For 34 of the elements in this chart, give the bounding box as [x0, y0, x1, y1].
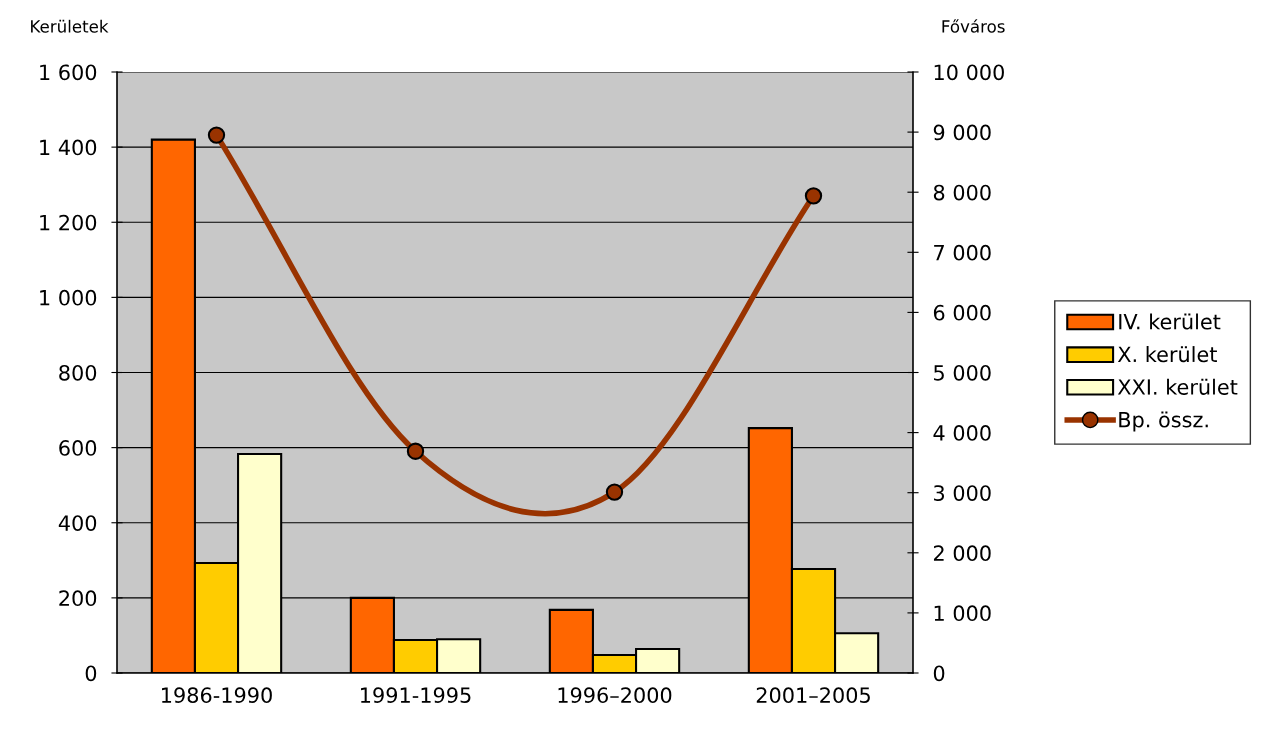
x-tick-label: 2001–2005	[756, 687, 870, 704]
y-tick-label: 1 200	[40, 214, 97, 231]
y-tick-label: 400	[58, 515, 97, 531]
legend-label: Bp. össz.	[1119, 411, 1208, 432]
legend-label: X. kerület	[1117, 346, 1217, 363]
y-tick-label: 0	[85, 665, 97, 682]
legend-label: XXI. kerület	[1117, 378, 1238, 395]
point	[207, 126, 226, 144]
y2-tick-label: 4 000	[933, 425, 991, 441]
y-tick-label: 200	[59, 590, 97, 607]
point	[406, 442, 425, 460]
y2-tick-label: 3 000	[934, 485, 991, 501]
x-tick-label: 1996–2000	[558, 687, 672, 704]
point	[804, 187, 823, 205]
y-tick-label: 1 400	[40, 139, 97, 156]
y2-tick-label: 2 000	[933, 545, 991, 562]
x-tick-label: 1986-1990	[162, 687, 272, 704]
y-tick-label: 800	[59, 364, 97, 381]
y2-tick-label: 9 000	[933, 124, 991, 141]
legend-label: IV. kerület	[1119, 313, 1221, 330]
point	[605, 483, 624, 501]
y2-tick-label: 10 000	[934, 64, 1004, 81]
y2-tick-label: 5 000	[934, 364, 991, 381]
y2-axis-title: Főváros	[942, 19, 1005, 33]
y2-tick-label: 1 000	[934, 605, 991, 622]
y-tick-label: 600	[59, 440, 97, 456]
x-tick-label: 1991-1995	[361, 687, 471, 704]
y-axis-title: Kerületek	[31, 19, 109, 33]
y2-tick-label: 6 000	[933, 304, 991, 321]
y2-tick-label: 0	[933, 665, 945, 682]
y-tick-label: 1 600	[40, 64, 97, 81]
y2-tick-label: 8 000	[933, 184, 991, 201]
y-tick-label: 1 000	[40, 289, 97, 306]
y2-tick-label: 7 000	[934, 244, 991, 261]
